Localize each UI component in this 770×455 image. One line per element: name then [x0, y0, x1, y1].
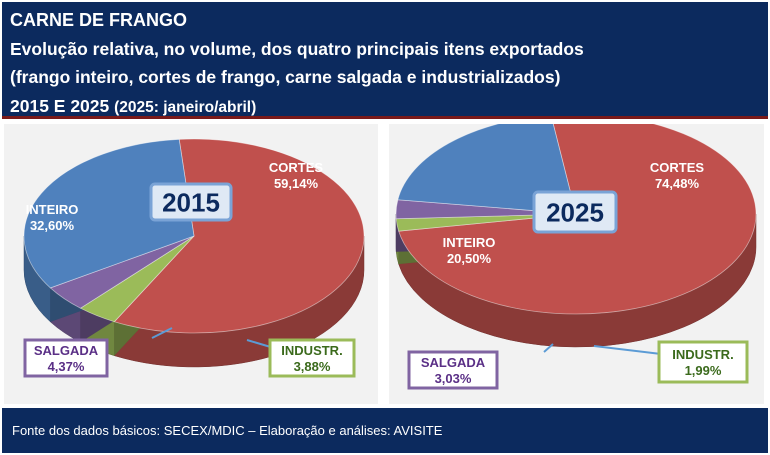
- label-box-industr: [657, 340, 749, 384]
- category-label-inteiro: INTEIRO: [26, 202, 79, 217]
- source-note: Fonte dos dados básicos: SECEX/MDIC – El…: [12, 423, 443, 438]
- pie-slices: [23, 138, 365, 334]
- header-period-note: (2025: janeiro/abril): [114, 99, 257, 116]
- label-box-salgada: [407, 350, 499, 390]
- label-box-salgada: [23, 338, 109, 378]
- category-label-industr: INDUSTR.: [281, 343, 342, 358]
- header-banner: CARNE DE FRANGO Evolução relativa, no vo…: [2, 2, 768, 116]
- chart-title: 2025: [546, 197, 604, 227]
- value-label-salgada: 4,37%: [48, 359, 85, 374]
- year-badge: 2025: [532, 190, 618, 234]
- leader-line-salgada: [543, 343, 554, 353]
- category-label-cortes: CORTES: [269, 160, 324, 175]
- category-label-salgada: SALGADA: [34, 343, 99, 358]
- category-label-industr: INDUSTR.: [672, 347, 733, 362]
- leader-line-salgada: [151, 327, 173, 339]
- pie-slice-inteiro: [23, 138, 195, 289]
- footer-banner: Fonte dos dados básicos: SECEX/MDIC – El…: [2, 408, 768, 453]
- leader-line-industr: [593, 345, 662, 355]
- slice-label-industr: INDUSTR.1,99%: [657, 340, 749, 384]
- value-label-salgada: 3,03%: [435, 371, 472, 386]
- value-label-industr: 3,88%: [294, 359, 331, 374]
- category-label-cortes: CORTES: [650, 160, 705, 175]
- chart-title: 2015: [162, 187, 220, 217]
- slice-label-industr: INDUSTR.3,88%: [268, 338, 356, 378]
- chart-panel-2015: 2015 CORTES 59,14% INTEIRO 32,60% SALGADA 4,37…: [4, 124, 378, 404]
- value-label-cortes: 74,48%: [655, 176, 700, 191]
- header-subtitle-line-2: (frango inteiro, cortes de frango, carne…: [10, 67, 561, 87]
- pie-slice-inteiro: [397, 124, 577, 215]
- label-box-industr: [268, 338, 356, 378]
- pie-slice-cortes: [113, 138, 365, 334]
- year-badge: 2015: [149, 182, 233, 222]
- value-label-cortes: 59,14%: [274, 176, 319, 191]
- value-label-inteiro: 32,60%: [30, 218, 75, 233]
- header-subtitle-line-1: Evolução relativa, no volume, dos quatro…: [10, 39, 584, 59]
- value-label-industr: 1,99%: [685, 363, 722, 378]
- year-badge-box: [532, 190, 618, 234]
- header-years: 2015 E 2025: [10, 96, 110, 116]
- category-label-inteiro: INTEIRO: [443, 235, 496, 250]
- header-title: CARNE DE FRANGO: [10, 10, 188, 30]
- value-label-inteiro: 20,50%: [447, 251, 492, 266]
- year-badge-box: [149, 182, 233, 222]
- header-divider: [2, 116, 768, 119]
- category-label-salgada: SALGADA: [421, 355, 486, 370]
- chart-panel-2025: 2025 CORTES 74,48% INTEIRO 20,50% SALGADA 3,03…: [389, 124, 764, 404]
- header-subtitle-line-3: 2015 E 2025 (2025: janeiro/abril): [10, 96, 256, 117]
